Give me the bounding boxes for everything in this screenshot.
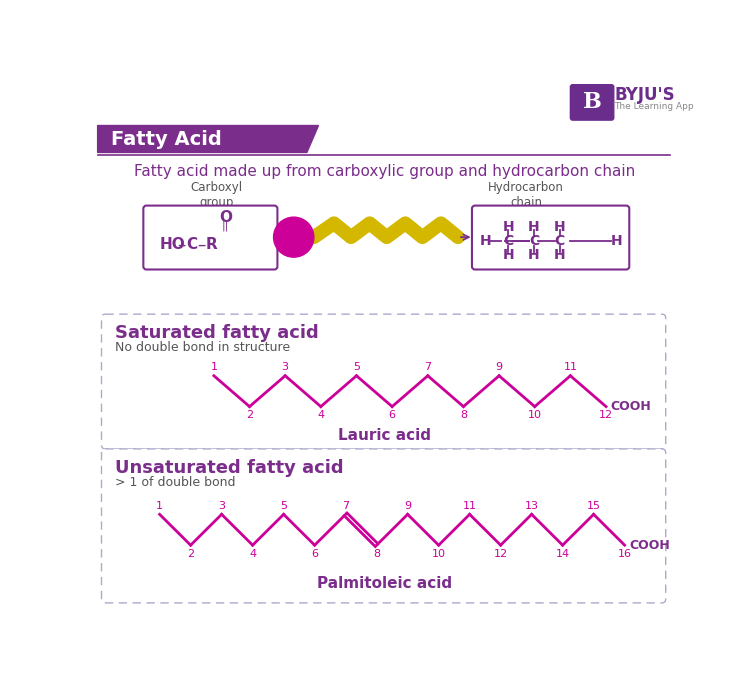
FancyBboxPatch shape <box>472 206 629 270</box>
Text: 3: 3 <box>218 501 225 511</box>
Text: Lauric acid: Lauric acid <box>338 428 430 444</box>
Text: 5: 5 <box>280 501 287 511</box>
Text: H: H <box>554 220 566 234</box>
Text: H: H <box>611 234 622 248</box>
Text: No double bond in structure: No double bond in structure <box>116 341 290 353</box>
Text: C: C <box>186 238 197 252</box>
Text: O: O <box>219 211 232 225</box>
Text: 3: 3 <box>282 362 289 372</box>
Text: B: B <box>583 91 602 114</box>
Text: 7: 7 <box>424 362 431 372</box>
Text: C: C <box>503 234 514 248</box>
Text: 6: 6 <box>311 549 318 559</box>
Text: Saturated fatty acid: Saturated fatty acid <box>116 324 320 342</box>
Text: C: C <box>554 234 565 248</box>
FancyBboxPatch shape <box>570 85 614 120</box>
Circle shape <box>274 217 314 257</box>
Text: –: – <box>197 236 206 254</box>
Text: H: H <box>503 248 515 262</box>
FancyBboxPatch shape <box>143 206 278 270</box>
Text: 9: 9 <box>496 362 502 372</box>
Text: H: H <box>554 248 566 262</box>
Polygon shape <box>98 125 319 152</box>
Text: 1: 1 <box>210 362 218 372</box>
Text: Hydrocarbon
chain: Hydrocarbon chain <box>488 181 564 209</box>
Text: ||: || <box>222 220 230 231</box>
Text: COOH: COOH <box>610 400 652 413</box>
Text: Fatty Acid: Fatty Acid <box>111 130 221 149</box>
Text: 11: 11 <box>463 501 477 511</box>
Text: R: R <box>206 238 218 252</box>
Text: Carboxyl
group: Carboxyl group <box>190 181 242 209</box>
Text: H: H <box>503 220 515 234</box>
Text: 7: 7 <box>342 501 350 511</box>
Text: 15: 15 <box>586 501 601 511</box>
Text: 6: 6 <box>388 410 396 420</box>
Text: 12: 12 <box>494 549 508 559</box>
FancyBboxPatch shape <box>101 314 666 449</box>
Text: 2: 2 <box>187 549 194 559</box>
Text: HO: HO <box>160 238 185 252</box>
Text: 8: 8 <box>373 549 380 559</box>
Text: 11: 11 <box>563 362 578 372</box>
Text: 4: 4 <box>317 410 325 420</box>
Text: 5: 5 <box>353 362 360 372</box>
Text: H: H <box>528 220 540 234</box>
Text: 10: 10 <box>528 410 542 420</box>
Text: 4: 4 <box>249 549 256 559</box>
Text: 1: 1 <box>156 501 164 511</box>
Text: The Learning App: The Learning App <box>614 102 695 111</box>
Text: Fatty acid made up from carboxylic group and hydrocarbon chain: Fatty acid made up from carboxylic group… <box>134 164 635 179</box>
Text: > 1 of double bond: > 1 of double bond <box>116 475 236 489</box>
Text: H: H <box>528 248 540 262</box>
Text: 13: 13 <box>525 501 538 511</box>
Text: –: – <box>177 236 185 254</box>
Text: 12: 12 <box>599 410 613 420</box>
Text: 16: 16 <box>618 549 632 559</box>
Text: H: H <box>479 234 491 248</box>
Text: 9: 9 <box>404 501 411 511</box>
FancyBboxPatch shape <box>101 449 666 603</box>
Text: C: C <box>529 234 539 248</box>
Text: 14: 14 <box>556 549 570 559</box>
Text: 8: 8 <box>460 410 467 420</box>
Text: Unsaturated fatty acid: Unsaturated fatty acid <box>116 459 344 477</box>
Text: 10: 10 <box>432 549 445 559</box>
Text: BYJU'S: BYJU'S <box>614 86 675 104</box>
Text: Palmitoleic acid: Palmitoleic acid <box>316 576 452 591</box>
Text: 2: 2 <box>246 410 253 420</box>
Text: COOH: COOH <box>629 538 670 552</box>
